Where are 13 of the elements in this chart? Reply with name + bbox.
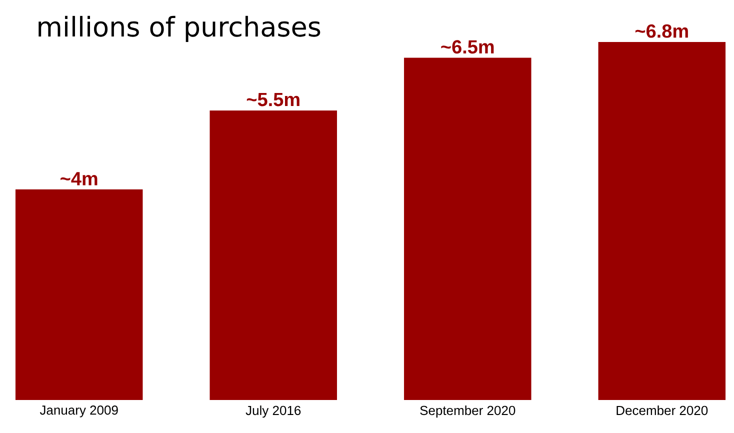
data-label: ~6.5m [441, 40, 494, 54]
bar [210, 110, 337, 400]
data-label: ~6.8m [635, 24, 688, 38]
data-label: ~4m [60, 172, 98, 186]
bar [15, 189, 143, 400]
chart-title: millions of purchases [38, 16, 320, 42]
x-tick-label: December 2020 [616, 406, 708, 416]
x-tick-label: July 2016 [246, 406, 301, 418]
bar [404, 58, 532, 400]
data-label: ~5.5m [246, 92, 300, 106]
bar [598, 42, 726, 400]
x-tick-label: January 2009 [40, 406, 118, 418]
x-tick-label: September 2020 [420, 406, 516, 418]
